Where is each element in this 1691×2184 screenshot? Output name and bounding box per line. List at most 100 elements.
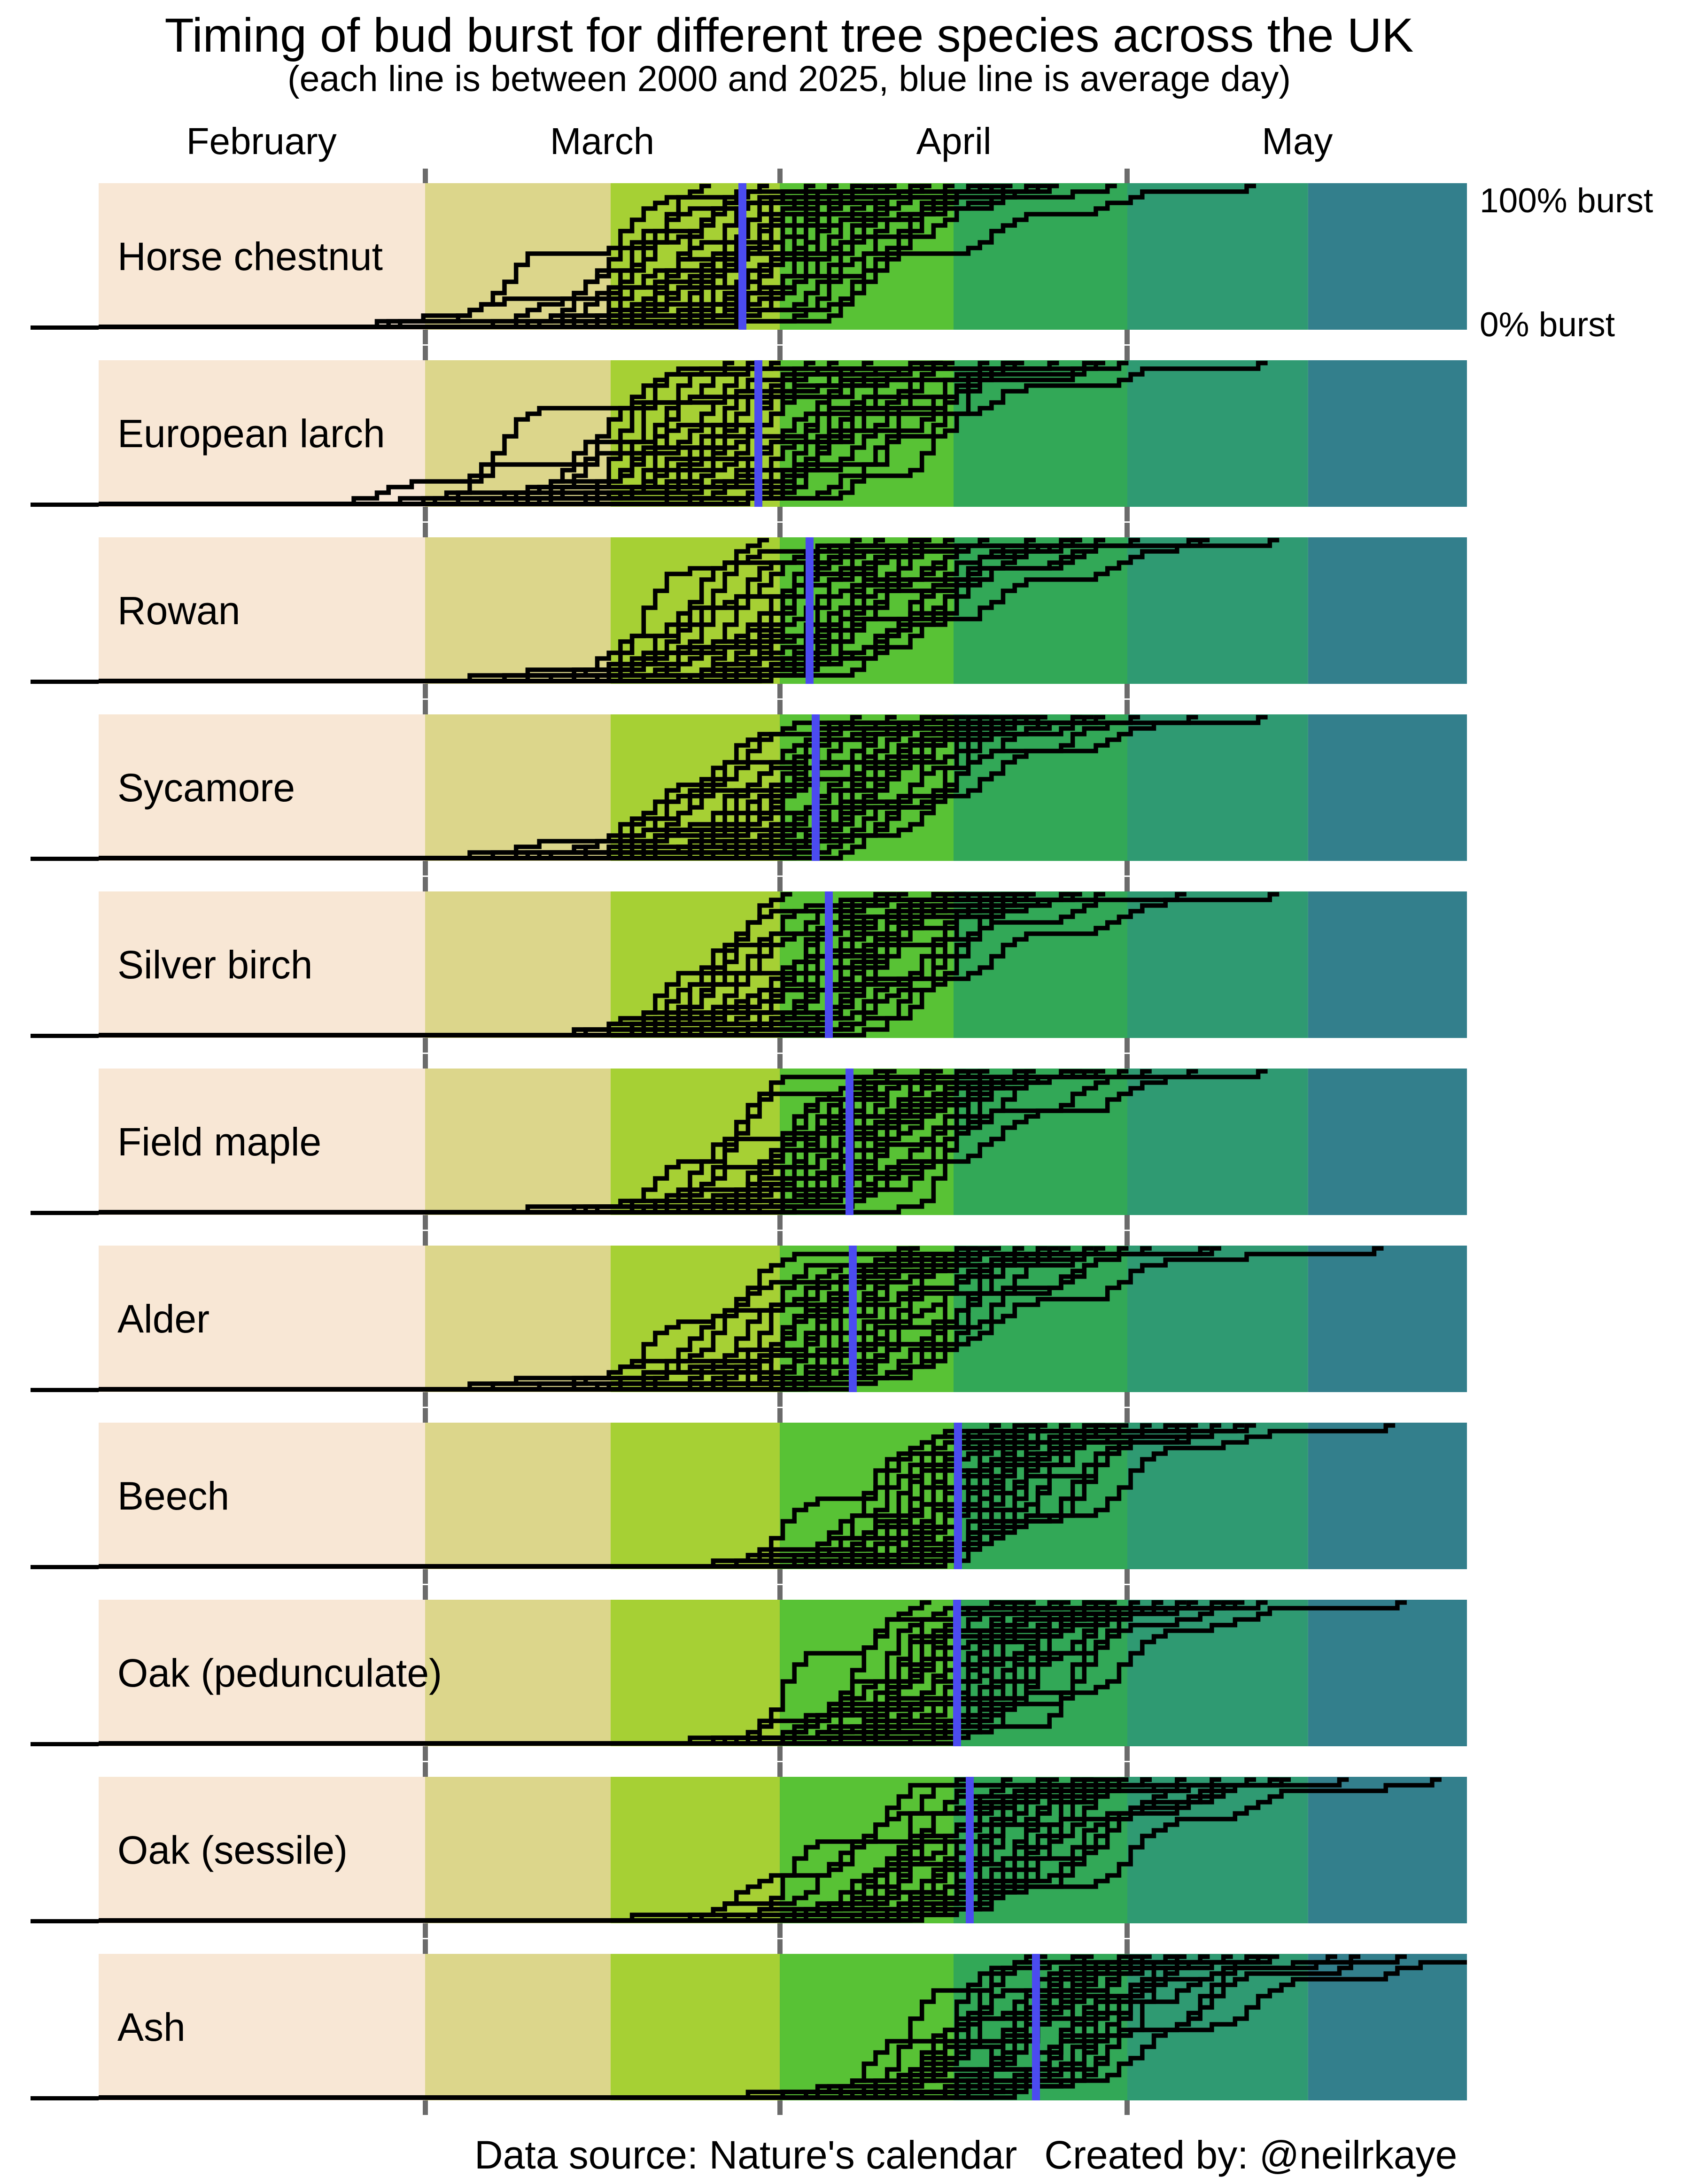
average-day-line <box>966 1777 974 1923</box>
month-band <box>1308 714 1467 861</box>
curves-plot-european-larch <box>99 360 1467 507</box>
zero-baseline <box>31 1211 101 1215</box>
month-band <box>425 714 611 861</box>
year-curve <box>99 1600 1268 1746</box>
month-band <box>1127 183 1308 330</box>
year-curve <box>99 184 815 329</box>
month-label-may: May <box>1262 120 1333 162</box>
year-curve <box>99 1069 1198 1215</box>
month-band <box>1127 1423 1308 1569</box>
month-gridline <box>777 1585 783 1761</box>
average-day-line <box>954 1423 962 1569</box>
species-label-european-larch: European larch <box>117 411 385 456</box>
y-axis-label-0: 0% burst <box>1480 306 1615 344</box>
year-curve <box>99 1069 1152 1215</box>
zero-baseline <box>31 1742 101 1746</box>
month-band <box>1127 1246 1308 1392</box>
average-day-line <box>825 891 833 1038</box>
year-curve <box>99 184 990 329</box>
year-curve <box>99 1600 1070 1746</box>
month-gridline <box>777 1762 783 1938</box>
month-band <box>425 1777 611 1923</box>
average-day-line <box>849 1246 857 1392</box>
zero-baseline <box>31 1034 101 1038</box>
y-axis-label-100: 100% burst <box>1480 182 1653 220</box>
zero-baseline <box>31 857 101 861</box>
month-band <box>1308 1069 1467 1215</box>
year-curve <box>99 1069 1082 1215</box>
year-curve <box>99 1246 1129 1392</box>
month-band <box>1308 891 1467 1038</box>
month-label-february: February <box>186 120 337 162</box>
year-curve <box>99 1600 1407 1746</box>
year-curve <box>99 1246 1024 1392</box>
month-band <box>99 1246 425 1392</box>
zero-baseline <box>31 325 101 330</box>
year-curve <box>99 1777 1349 1923</box>
species-label-horse-chestnut: Horse chestnut <box>117 234 383 279</box>
year-curve <box>99 1423 1396 1569</box>
curves-plot-sycamore <box>99 714 1467 861</box>
month-band <box>425 1246 611 1392</box>
year-curve <box>99 715 966 860</box>
month-band <box>1127 714 1308 861</box>
month-band <box>611 1954 780 2100</box>
species-label-beech: Beech <box>117 1473 230 1518</box>
year-curve <box>99 715 1198 860</box>
year-curve <box>99 361 1268 506</box>
month-band <box>425 1600 611 1746</box>
year-curve <box>99 184 1117 329</box>
month-band <box>1127 1600 1308 1746</box>
year-curve <box>99 184 978 329</box>
month-band <box>99 1069 425 1215</box>
month-band <box>1308 1423 1467 1569</box>
species-label-field-maple: Field maple <box>117 1119 322 1164</box>
month-band <box>1127 1069 1308 1215</box>
month-band <box>99 537 425 684</box>
average-day-line <box>805 537 814 684</box>
species-label-alder: Alder <box>117 1296 210 1341</box>
year-curve <box>99 538 769 683</box>
year-curve <box>99 361 931 506</box>
year-curve <box>99 1246 1221 1392</box>
month-gridline <box>777 523 783 698</box>
curves-plot-oak-sessile <box>99 1777 1467 1923</box>
page-title: Timing of bud burst for different tree s… <box>164 8 1414 62</box>
zero-baseline <box>31 680 101 684</box>
month-band <box>611 1246 780 1392</box>
curves-plot-ash <box>99 1954 1467 2100</box>
average-day-line <box>953 1600 961 1746</box>
species-label-sycamore: Sycamore <box>117 765 295 810</box>
month-gridline <box>777 1939 783 2115</box>
species-label-oak-pedunculate: Oak (pedunculate) <box>117 1650 442 1695</box>
month-band <box>425 1954 611 2100</box>
average-day-line <box>754 360 762 507</box>
curves-plot-beech <box>99 1423 1467 1569</box>
year-curve <box>99 538 931 683</box>
year-curve <box>99 1246 1384 1392</box>
month-band <box>99 1777 425 1923</box>
month-band <box>954 183 1127 330</box>
zero-baseline <box>31 1565 101 1569</box>
year-curve <box>99 361 943 506</box>
month-gridline <box>777 1408 783 1584</box>
month-band <box>99 714 425 861</box>
year-curve <box>99 1069 931 1215</box>
month-band <box>611 183 780 330</box>
zero-baseline <box>31 503 101 507</box>
year-curve <box>99 1954 1187 2100</box>
month-band <box>780 1954 954 2100</box>
month-band <box>1127 360 1308 507</box>
month-band <box>611 891 780 1038</box>
year-curve <box>99 1600 1024 1746</box>
zero-baseline <box>31 1919 101 1923</box>
month-band <box>425 1423 611 1569</box>
month-band <box>611 1423 780 1569</box>
month-band <box>1127 537 1308 684</box>
footer: Data source: Nature's calendar Created by… <box>474 2132 1457 2178</box>
month-band <box>1308 360 1467 507</box>
average-day-line <box>845 1069 853 1215</box>
month-band <box>1308 1777 1467 1923</box>
curves-plot-rowan <box>99 537 1467 684</box>
